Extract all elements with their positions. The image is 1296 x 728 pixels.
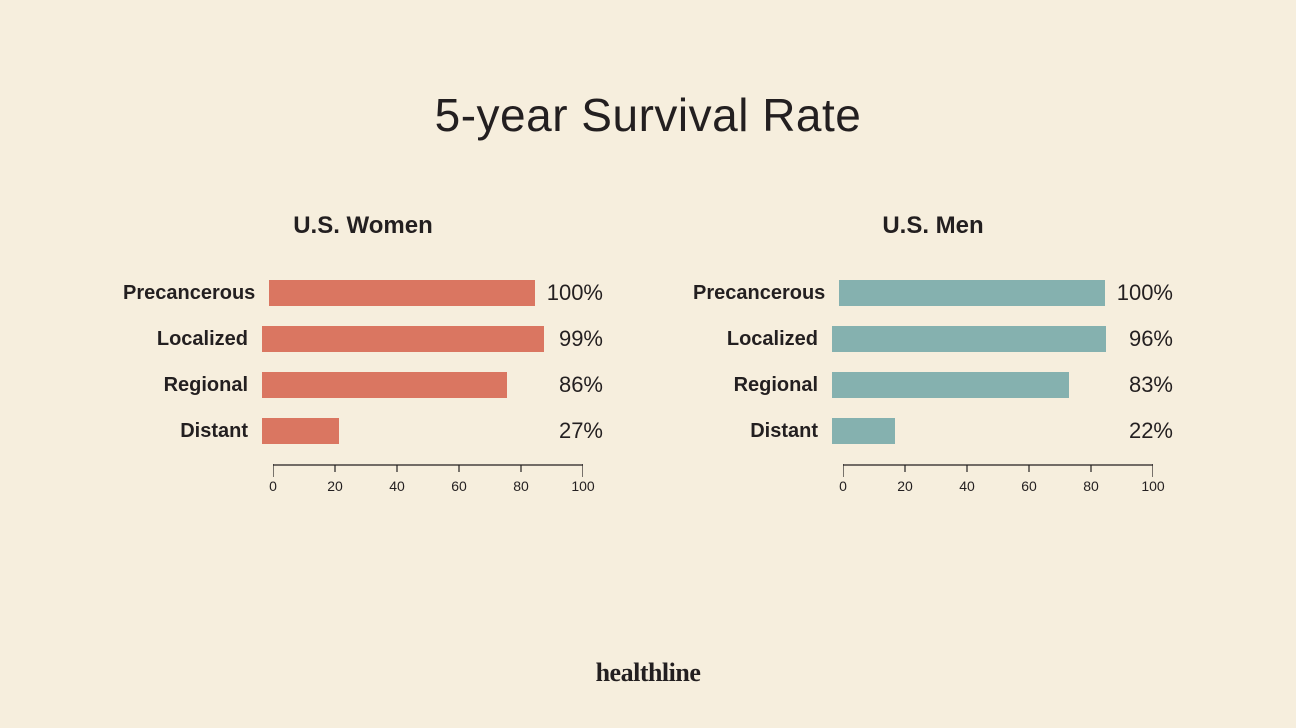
bar-track (832, 418, 1117, 444)
category-label: Localized (123, 328, 262, 351)
bar (262, 372, 507, 398)
tick-label: 40 (959, 478, 975, 494)
bar (269, 280, 534, 306)
tick-label: 60 (1021, 478, 1037, 494)
tick-label: 0 (839, 478, 847, 494)
category-label: Regional (693, 374, 832, 397)
category-label: Localized (693, 328, 832, 351)
bar-row: Localized 99% (123, 326, 603, 352)
category-label: Regional (123, 374, 262, 397)
value-label: 100% (535, 280, 603, 306)
value-label: 96% (1117, 326, 1173, 352)
tick-label: 0 (269, 478, 277, 494)
page-title: 5-year Survival Rate (0, 0, 1296, 142)
panel-title-men: U.S. Men (693, 212, 1173, 240)
value-label: 86% (547, 372, 603, 398)
bar-row: Regional 83% (693, 372, 1173, 398)
tick-label: 20 (897, 478, 913, 494)
bar-track (832, 372, 1117, 398)
bar-track (262, 418, 547, 444)
x-axis: 020406080100 (273, 464, 583, 483)
bar (832, 372, 1068, 398)
bar-track (832, 326, 1117, 352)
bar-row: Regional 86% (123, 372, 603, 398)
panel-women: U.S. Women Precancerous 100% Localized 9… (123, 212, 603, 483)
bar (262, 418, 339, 444)
bar-track (839, 280, 1104, 306)
tick-label: 100 (571, 478, 594, 494)
bar-row: Precancerous 100% (693, 280, 1173, 306)
x-axis: 020406080100 (843, 464, 1153, 483)
bar-track (269, 280, 534, 306)
panel-men: U.S. Men Precancerous 100% Localized 96%… (693, 212, 1173, 483)
tick-label: 60 (451, 478, 467, 494)
category-label: Distant (693, 420, 832, 443)
bar-row: Precancerous 100% (123, 280, 603, 306)
value-label: 22% (1117, 418, 1173, 444)
brand-logo: healthline (0, 658, 1296, 688)
value-label: 27% (547, 418, 603, 444)
category-label: Precancerous (693, 282, 839, 305)
bar-track (262, 372, 547, 398)
category-label: Distant (123, 420, 262, 443)
axis-svg (843, 464, 1153, 478)
value-label: 99% (547, 326, 603, 352)
tick-label: 20 (327, 478, 343, 494)
bar-row: Distant 22% (693, 418, 1173, 444)
tick-label: 80 (1083, 478, 1099, 494)
value-label: 100% (1105, 280, 1173, 306)
bar-row: Distant 27% (123, 418, 603, 444)
tick-label: 40 (389, 478, 405, 494)
category-label: Precancerous (123, 282, 269, 305)
tick-label: 100 (1141, 478, 1164, 494)
bar (832, 326, 1106, 352)
bar-track (262, 326, 547, 352)
axis-svg (273, 464, 583, 478)
tick-label: 80 (513, 478, 529, 494)
bar (832, 418, 895, 444)
bar-row: Localized 96% (693, 326, 1173, 352)
charts-container: U.S. Women Precancerous 100% Localized 9… (0, 212, 1296, 483)
bar (262, 326, 544, 352)
bar (839, 280, 1104, 306)
panel-title-women: U.S. Women (123, 212, 603, 240)
value-label: 83% (1117, 372, 1173, 398)
